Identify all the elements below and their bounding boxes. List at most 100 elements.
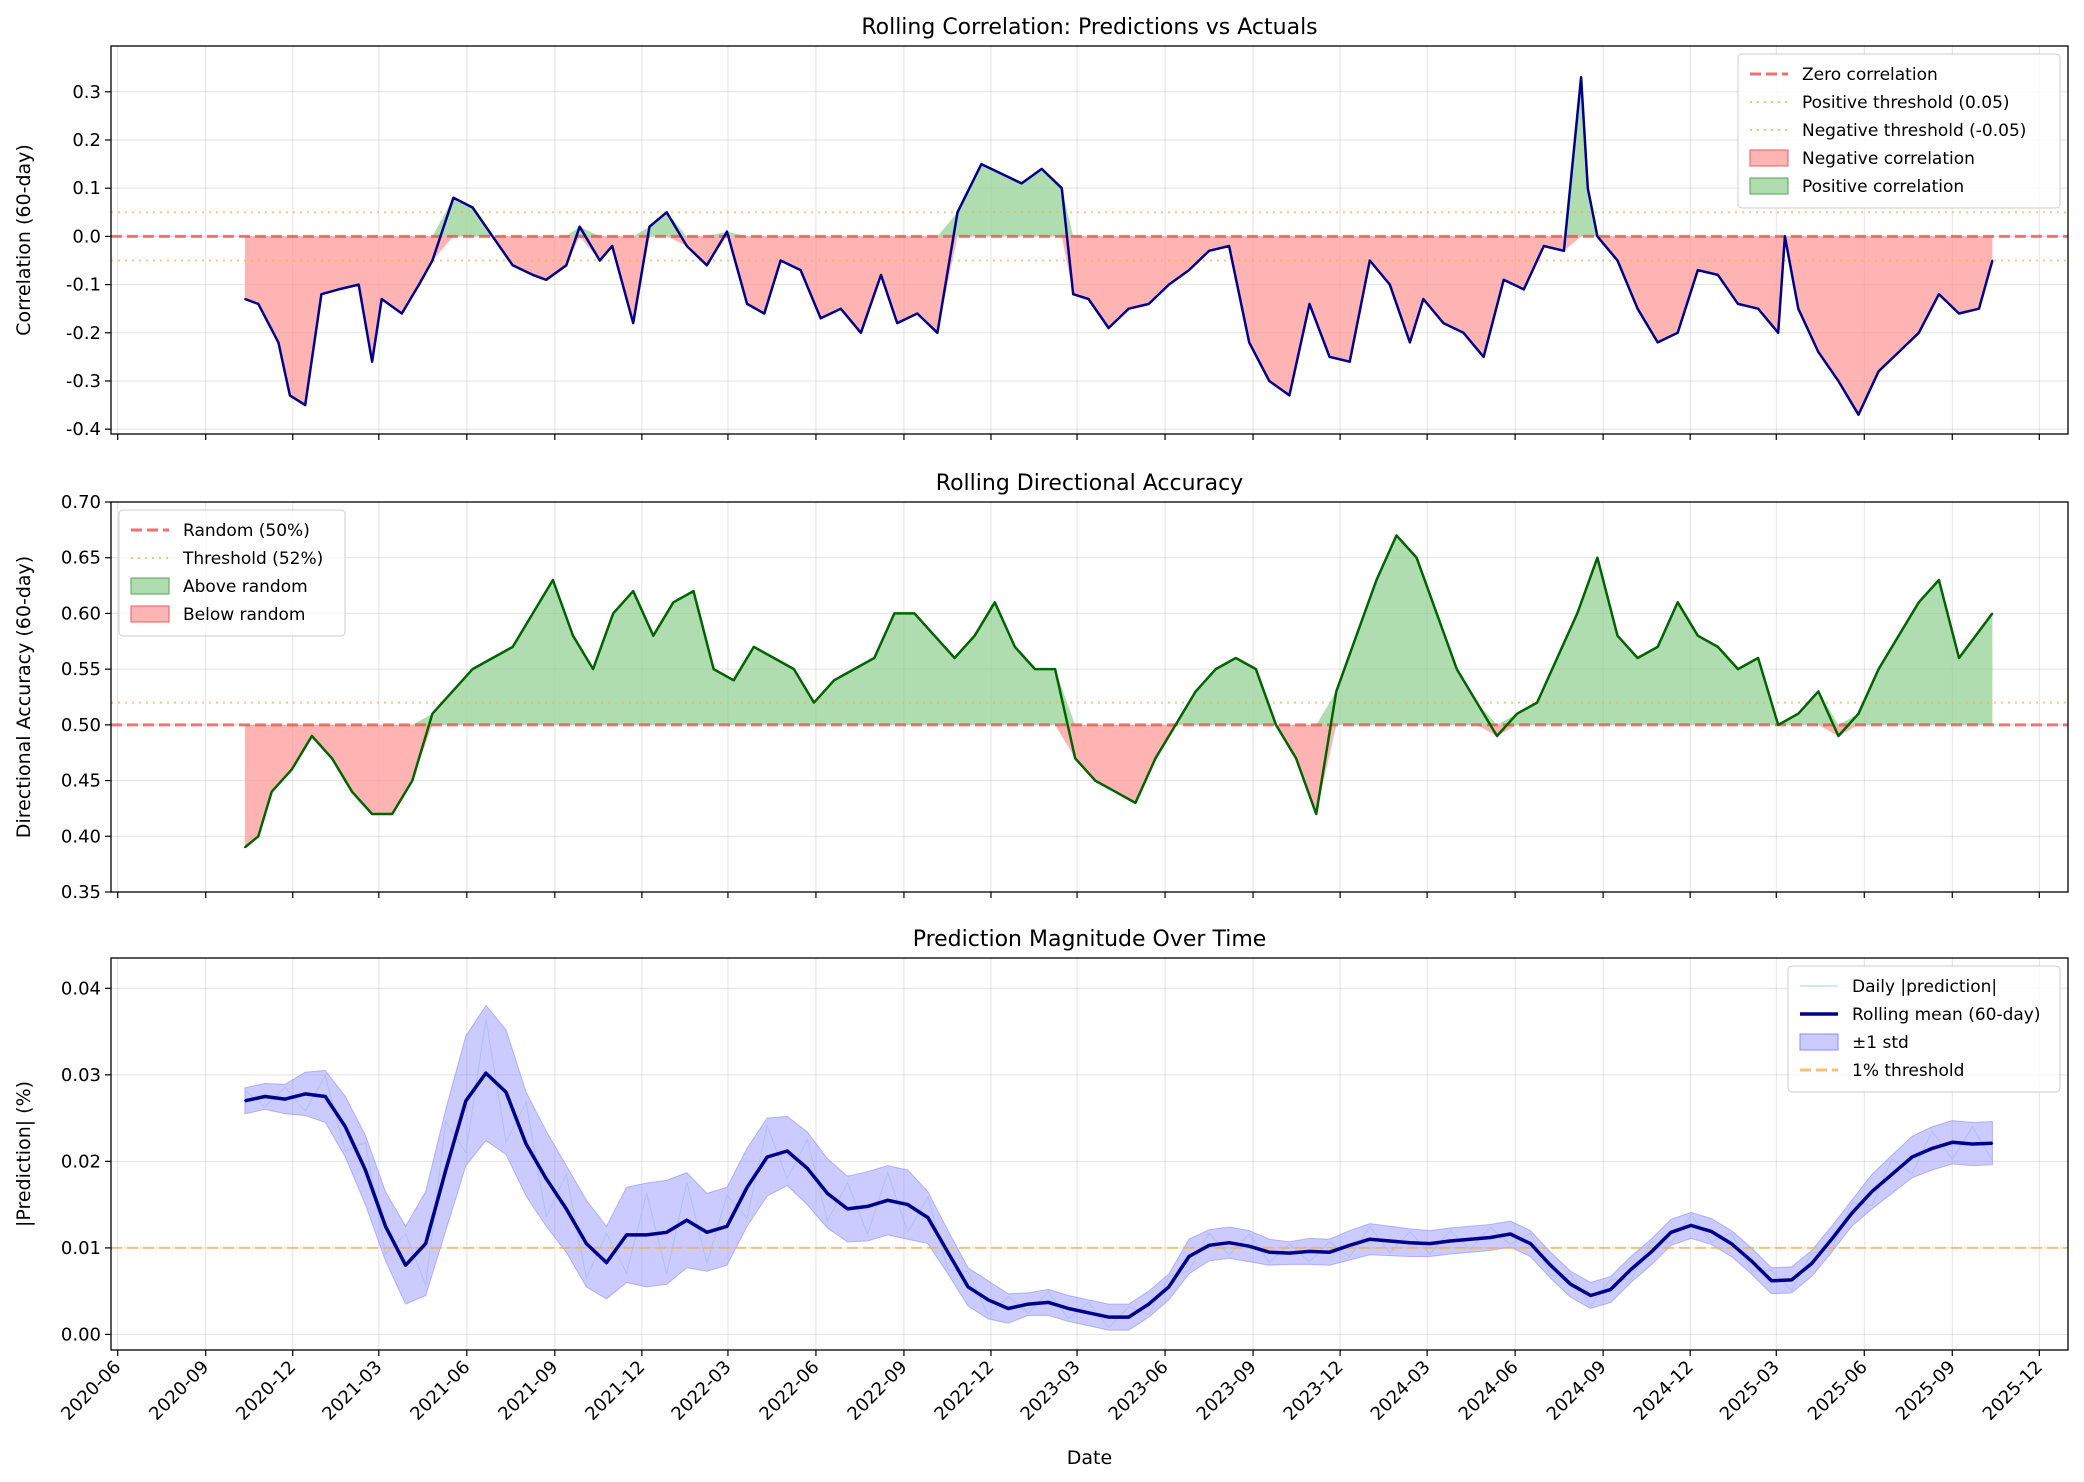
data-point (1837, 735, 1840, 737)
data-point (987, 1299, 989, 1301)
data-point (1837, 380, 1840, 382)
data-point (1496, 735, 1498, 737)
data-point (1757, 657, 1759, 659)
data-point (1596, 556, 1599, 559)
prediction-magnitude-panel: 0.00 0.01 0.02 0.03 0.04 2020-06 2020-09 2020-1… (13, 927, 2069, 1469)
data-point (1958, 312, 1960, 315)
data-point (1676, 331, 1679, 334)
data-point (424, 1242, 427, 1245)
data-point (1368, 259, 1371, 262)
y-tick-label: 0.00 (61, 1324, 101, 1345)
data-point (766, 1156, 768, 1158)
std-band (244, 1004, 1993, 1331)
data-point (371, 360, 373, 363)
y-tick-label: 0.60 (61, 603, 101, 624)
data-point (1717, 646, 1719, 648)
positive-fill-area (244, 77, 1993, 237)
correlation-panel: -0.4 -0.3 -0.2 -0.1 0.0 0.1 0.2 0.3 Rolling Corr… (13, 15, 2069, 440)
data-point (1636, 307, 1639, 310)
data-point (1328, 1251, 1331, 1254)
data-point (1194, 690, 1197, 693)
data-point (732, 679, 735, 682)
legend-label: Positive threshold (0.05) (1802, 93, 2010, 113)
data-point (1911, 1156, 1913, 1158)
data-point (860, 331, 862, 334)
data-point (779, 259, 782, 262)
data-point (1536, 701, 1538, 704)
data-point (763, 312, 766, 315)
data-point (1368, 1238, 1371, 1241)
data-point (565, 1208, 568, 1210)
data-point (873, 657, 876, 659)
data-point (1817, 351, 1820, 353)
legend-swatch (1799, 1033, 1839, 1051)
data-point (980, 163, 983, 165)
data-point (1040, 168, 1043, 170)
data-point (1777, 331, 1779, 334)
data-point (1650, 1251, 1652, 1254)
directional-accuracy-panel: 0.35 0.40 0.45 0.50 0.55 0.60 0.65 0.70 Rolling … (13, 471, 2069, 903)
data-point (290, 768, 293, 771)
data-point (1208, 1244, 1210, 1247)
data-point (1127, 1316, 1130, 1318)
legend-label: Daily |prediction| (1852, 977, 1997, 997)
data-point (906, 1203, 909, 1206)
data-point (1007, 1307, 1009, 1310)
negative-fill-area (244, 236, 1993, 415)
data-point (491, 235, 494, 238)
data-point (1442, 322, 1445, 324)
data-point (1509, 1233, 1512, 1235)
data-point (1027, 1303, 1030, 1305)
data-point (1235, 657, 1237, 659)
data-point (1087, 1311, 1090, 1314)
data-point (1107, 327, 1110, 329)
data-point (1576, 612, 1579, 615)
y-tick-label: 0.02 (61, 1151, 101, 1172)
data-point (1797, 712, 1800, 715)
data-point (1476, 701, 1478, 704)
data-point (665, 211, 668, 214)
data-point (1288, 1252, 1291, 1254)
data-point (1851, 1212, 1853, 1215)
y-tick-label: 0.01 (61, 1238, 101, 1259)
data-point (1228, 245, 1230, 247)
data-point (1938, 579, 1940, 581)
data-point (364, 1169, 367, 1171)
data-point (505, 1091, 507, 1093)
data-point (1188, 269, 1190, 271)
data-point (1074, 757, 1076, 760)
data-point (277, 341, 280, 344)
data-point (956, 211, 959, 214)
data-point (545, 278, 548, 281)
data-point (451, 690, 454, 693)
data-point (672, 601, 675, 604)
data-point (1148, 303, 1150, 305)
data-point (1991, 1142, 1994, 1144)
data-point (1395, 534, 1398, 537)
x-tick-label: 2021-09 (494, 1357, 562, 1425)
legend-label: ±1 std (1852, 1033, 1909, 1053)
data-point (625, 1234, 628, 1236)
data-point (726, 1225, 728, 1228)
data-point (1616, 259, 1619, 262)
data-point (806, 1167, 809, 1170)
x-tick-label: 2022-06 (755, 1357, 823, 1425)
x-axis-label: Date (1067, 1447, 1112, 1469)
data-point (257, 303, 260, 305)
data-point (1389, 1240, 1391, 1242)
data-point (833, 679, 835, 682)
legend-label: Negative threshold (-0.05) (1802, 121, 2026, 141)
data-point (746, 303, 748, 305)
x-tick-label: 2022-09 (843, 1357, 911, 1425)
axes-frame (110, 45, 2069, 435)
legend-label: Random (50%) (183, 521, 310, 541)
data-point (525, 1143, 527, 1145)
data-point (886, 1199, 889, 1202)
data-point (289, 394, 291, 397)
data-point (936, 331, 939, 334)
data-point (813, 701, 815, 704)
data-point (1214, 668, 1217, 670)
y-tick-label: 0.65 (61, 548, 101, 569)
data-point (1429, 1242, 1431, 1245)
data-point (1308, 1250, 1311, 1253)
